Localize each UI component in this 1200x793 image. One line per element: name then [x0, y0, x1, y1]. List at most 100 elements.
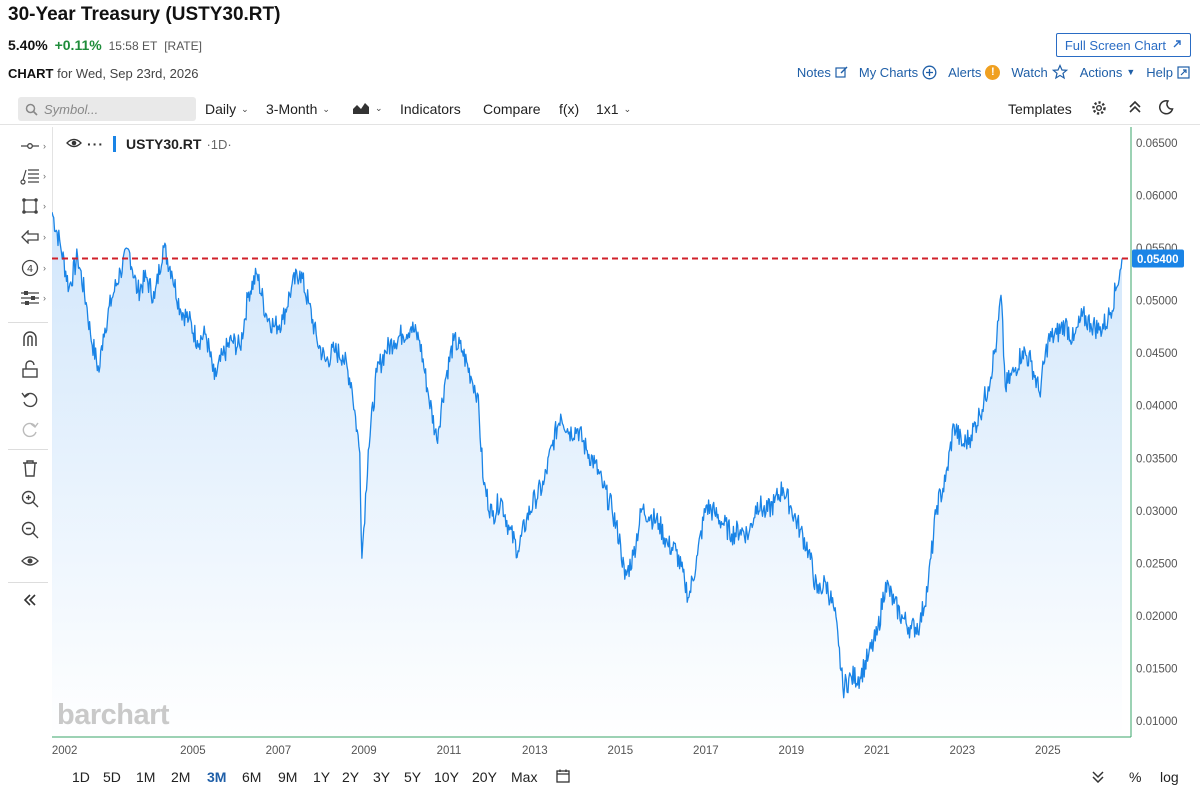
x-tick-label: 2007: [266, 745, 292, 757]
barchart-watermark: barchart: [57, 699, 170, 731]
watch-label: Watch: [1011, 64, 1048, 80]
quote-time: 15:58 ET: [108, 39, 158, 53]
y-tick-label: 0.01500: [1136, 664, 1178, 676]
measure-tool-icon[interactable]: [19, 287, 41, 309]
top-actions: Notes My Charts Alerts ! Watch Actions ▼…: [797, 64, 1190, 80]
undo-icon[interactable]: [19, 389, 41, 411]
price-chart[interactable]: 0.065000.060000.055000.050000.045000.040…: [52, 127, 1200, 761]
y-tick-label: 0.04500: [1136, 348, 1178, 360]
x-tick-label: 2025: [1035, 745, 1061, 757]
drawing-tools-panel: › › › › 4 › ›: [0, 127, 52, 737]
chevron-down-icon: ⌄: [241, 103, 249, 114]
range-2y[interactable]: 2Y: [342, 769, 360, 785]
indicators-button[interactable]: Indicators: [400, 101, 461, 117]
chevron-right-icon[interactable]: ›: [43, 201, 46, 211]
range-1m[interactable]: 1M: [136, 769, 156, 785]
watch-button[interactable]: Watch: [1011, 64, 1068, 80]
price-tag-label: 0.05400: [1137, 254, 1179, 266]
range-bar: 1D 5D 1M 2M 3M 6M 9M 1Y 2Y 3Y 5Y 10Y 20Y Max % log: [0, 764, 1200, 793]
alert-icon: !: [985, 64, 1001, 80]
compare-button[interactable]: Compare: [483, 101, 541, 117]
chart-label: CHART: [8, 66, 54, 81]
y-tick-label: 0.01000: [1136, 716, 1178, 728]
range-9m[interactable]: 9M: [278, 769, 298, 785]
zoom-in-icon[interactable]: [19, 488, 41, 510]
external-link-icon: [1171, 38, 1182, 53]
visibility-eye-icon[interactable]: [66, 136, 82, 152]
range-5y[interactable]: 5Y: [404, 769, 422, 785]
period-select[interactable]: 3-Month ⌄: [266, 101, 330, 117]
more-options-icon[interactable]: ···: [87, 136, 104, 152]
x-tick-label: 2015: [608, 745, 634, 757]
y-tick-label: 0.06500: [1136, 138, 1178, 150]
arrow-tool-icon[interactable]: [19, 226, 41, 248]
range-max[interactable]: Max: [511, 769, 538, 785]
actions-menu[interactable]: Actions ▼: [1080, 65, 1136, 80]
y-tick-label: 0.02500: [1136, 558, 1178, 570]
tools-divider: [8, 322, 48, 323]
notes-label: Notes: [796, 64, 831, 80]
collapse-up-icon[interactable]: [1128, 99, 1142, 115]
chevron-right-icon[interactable]: ›: [43, 141, 46, 151]
symbol-search-input[interactable]: Symbol...: [18, 97, 196, 121]
eye-icon[interactable]: [19, 550, 41, 572]
expand-icon: [1177, 65, 1190, 79]
range-3y[interactable]: 3Y: [373, 769, 391, 785]
dark-mode-moon-icon[interactable]: [1158, 99, 1174, 115]
range-1y[interactable]: 1Y: [313, 769, 331, 785]
chart-date-line: CHART for Wed, Sep 23rd, 2026: [8, 66, 199, 81]
full-screen-chart-label: Full Screen Chart: [1064, 37, 1166, 53]
function-button[interactable]: f(x): [559, 101, 580, 117]
lock-open-icon[interactable]: [19, 358, 41, 380]
range-2m[interactable]: 2M: [171, 769, 191, 785]
range-3m[interactable]: 3M: [207, 769, 227, 785]
collapse-panel-icon[interactable]: [19, 589, 41, 611]
settings-gear-icon[interactable]: [1091, 100, 1107, 116]
chevron-right-icon[interactable]: ›: [43, 293, 46, 303]
zoom-out-icon[interactable]: [19, 519, 41, 541]
range-10y[interactable]: 10Y: [434, 769, 459, 785]
x-tick-label: 2005: [180, 745, 206, 757]
notes-button[interactable]: Notes: [797, 65, 848, 80]
percent-toggle[interactable]: %: [1129, 769, 1142, 785]
layout-select[interactable]: 1x1 ⌄: [596, 101, 631, 117]
search-icon: [25, 103, 38, 116]
price-change: +0.11%: [54, 37, 102, 53]
trash-icon[interactable]: [19, 457, 41, 479]
redo-icon[interactable]: [19, 419, 41, 441]
collapse-up-icon[interactable]: [1092, 769, 1104, 786]
x-tick-label: 2011: [437, 745, 462, 757]
fibonacci-tool-icon[interactable]: [19, 165, 41, 187]
caret-down-icon: ▼: [1126, 67, 1136, 77]
my-charts-button[interactable]: My Charts: [859, 65, 937, 80]
range-5d[interactable]: 5D: [103, 769, 121, 785]
x-tick-label: 2019: [779, 745, 805, 757]
log-toggle[interactable]: log: [1160, 769, 1179, 785]
templates-button[interactable]: Templates: [1008, 101, 1072, 117]
edit-icon: [835, 66, 848, 78]
elliott-wave-tool-icon[interactable]: 4: [19, 257, 41, 279]
range-1d[interactable]: 1D: [72, 769, 90, 785]
rectangle-tool-icon[interactable]: [19, 195, 41, 217]
price-tag-bg: [1132, 249, 1184, 268]
full-screen-chart-button[interactable]: Full Screen Chart: [1055, 33, 1191, 57]
help-button[interactable]: Help: [1146, 65, 1190, 80]
magnet-icon[interactable]: [19, 328, 41, 350]
period-label: 3-Month: [266, 101, 318, 117]
y-tick-label: 0.03000: [1136, 506, 1178, 518]
symbol-placeholder: Symbol...: [44, 101, 99, 117]
chart-toolbar: Symbol... Daily ⌄ 3-Month ⌄ ⌄ Indicators…: [0, 93, 1200, 125]
chevron-right-icon[interactable]: ›: [43, 232, 46, 242]
range-20y[interactable]: 20Y: [472, 769, 497, 785]
calendar-icon[interactable]: [556, 769, 570, 786]
chevron-right-icon[interactable]: ›: [43, 263, 46, 273]
range-6m[interactable]: 6M: [242, 769, 262, 785]
alerts-button[interactable]: Alerts !: [948, 64, 1001, 80]
last-price-tag: 0.05400: [1132, 249, 1184, 268]
layout-label: 1x1: [596, 101, 619, 117]
trendline-tool-icon[interactable]: [19, 135, 41, 157]
interval-select[interactable]: Daily ⌄: [205, 101, 249, 117]
chevron-right-icon[interactable]: ›: [43, 171, 46, 181]
chart-type-select[interactable]: ⌄: [352, 101, 383, 115]
y-tick-label: 0.05000: [1136, 296, 1178, 308]
